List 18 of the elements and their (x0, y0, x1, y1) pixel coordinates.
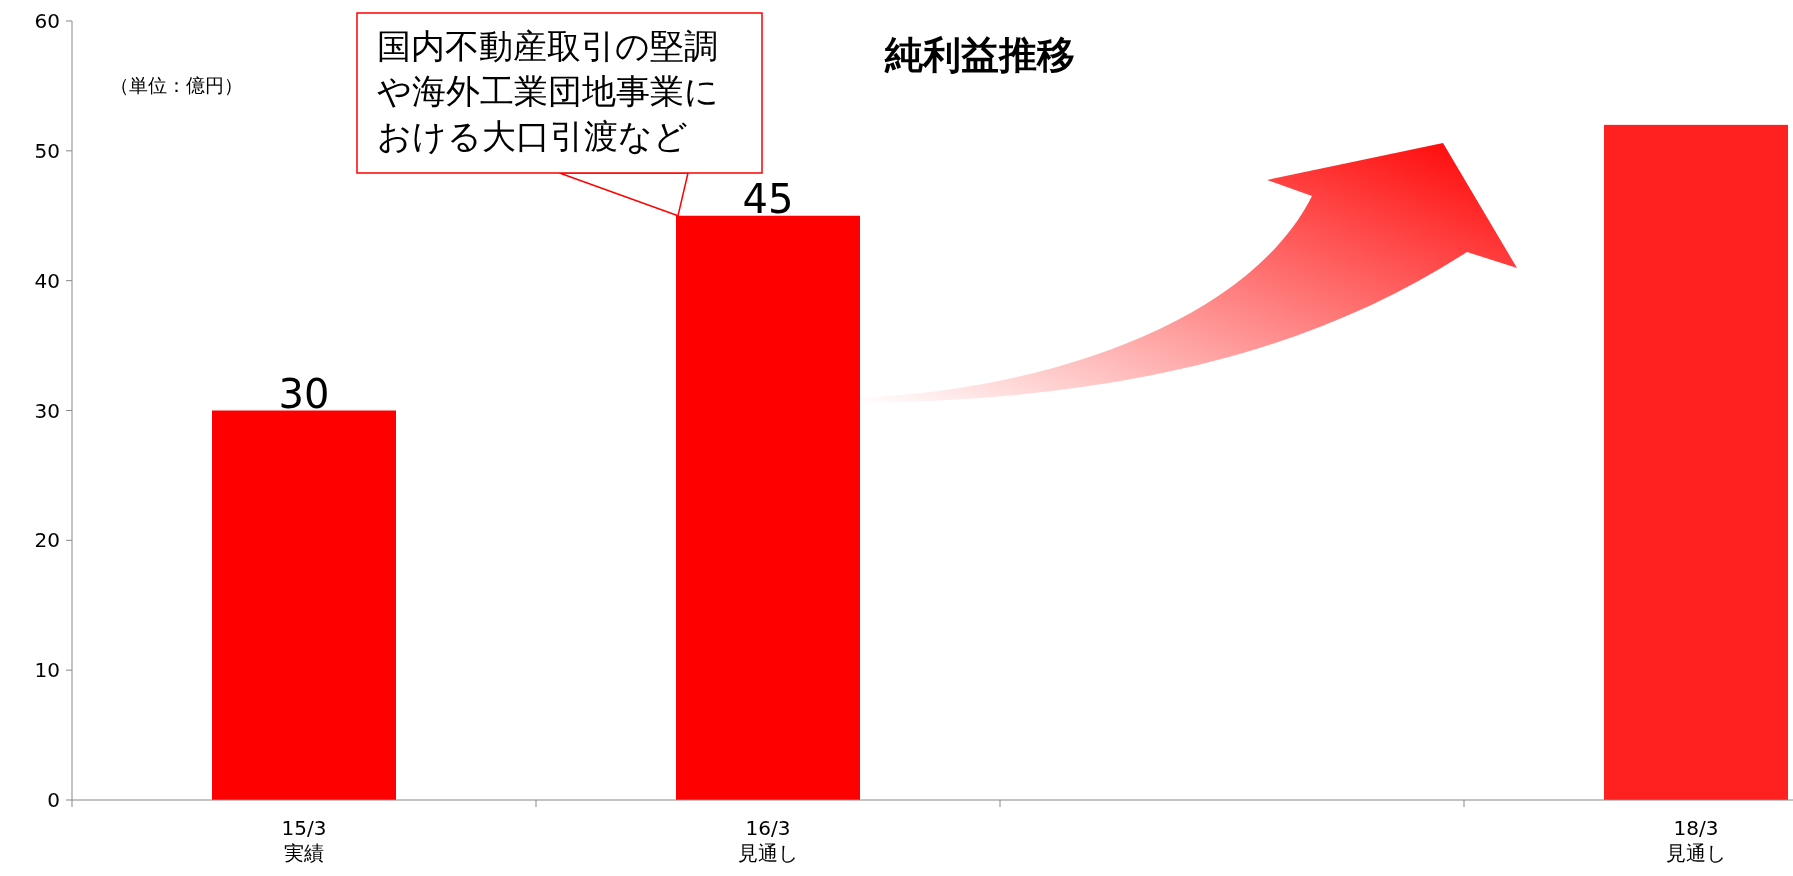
x-tick-label: 15/3 実績 (281, 816, 327, 865)
x-tick-label: 16/3 見通し (738, 816, 798, 865)
y-tick-label: 40 (34, 268, 60, 293)
y-tick-label: 50 (34, 138, 60, 163)
bar (676, 215, 860, 800)
bar (212, 410, 396, 800)
y-tick-label: 20 (34, 528, 60, 553)
chart-title: 純利益推移 (884, 33, 1075, 77)
bar (1604, 124, 1788, 800)
y-tick-label: 30 (34, 398, 60, 423)
data-label: 30 (278, 370, 330, 417)
x-tick-label: 18/3 見通し (1666, 816, 1726, 865)
y-tick-label: 60 (34, 9, 60, 33)
annotation: 国内不動産取引の堅調や海外工業団地事業における大口引渡など (377, 26, 719, 156)
data-label: 45 (742, 175, 794, 222)
y-tick-label: 10 (34, 658, 60, 683)
y-tick-label: 0 (47, 788, 60, 812)
annotation: （単位：億円） (110, 74, 243, 96)
